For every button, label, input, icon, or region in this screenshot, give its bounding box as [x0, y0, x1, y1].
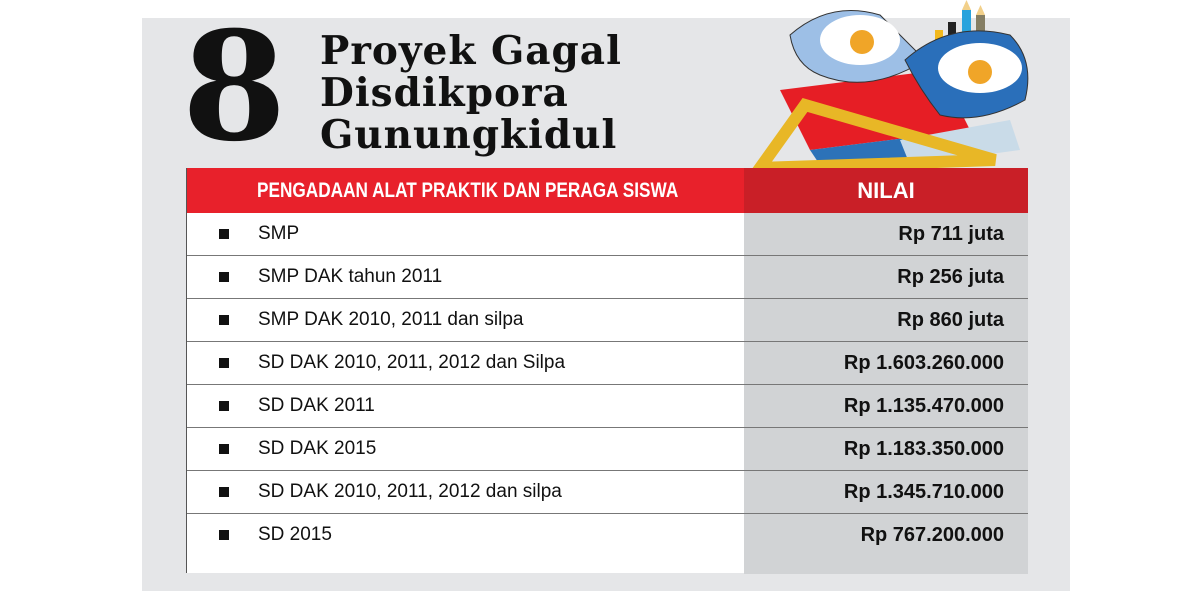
bullet-icon — [219, 530, 229, 540]
procurement-table: PENGADAAN ALAT PRAKTIK DAN PERAGA SISWA … — [186, 168, 1028, 574]
item-label: SMP DAK 2010, 2011 dan silpa — [258, 309, 524, 330]
item-label: SD 2015 — [258, 524, 332, 545]
bullet-icon — [219, 487, 229, 497]
title: Proyek Gagal Disdikpora Gunungkidul — [320, 30, 622, 156]
bullet-icon — [219, 401, 229, 411]
title-line: Disdikpora — [320, 70, 569, 116]
title-number: 8 — [182, 0, 286, 175]
item-cell: SD DAK 2010, 2011, 2012 dan silpa — [187, 471, 744, 513]
table-row: SD 2015 Rp 767.200.000 — [187, 514, 1028, 574]
value-cell: Rp 860 juta — [744, 299, 1028, 341]
value-cell: Rp 1.345.710.000 — [744, 471, 1028, 513]
bullet-icon — [219, 229, 229, 239]
bullet-icon — [219, 358, 229, 368]
item-label: SMP — [258, 223, 300, 244]
title-line: Gunungkidul — [320, 112, 618, 158]
bullet-icon — [219, 315, 229, 325]
item-cell: SD 2015 — [187, 514, 744, 574]
item-cell: SMP — [187, 213, 744, 255]
item-label: SD DAK 2010, 2011, 2012 dan silpa — [258, 481, 562, 502]
table-row: SD DAK 2015 Rp 1.183.350.000 — [187, 428, 1028, 471]
school-supplies-illustration — [751, 0, 1029, 170]
column-header-value: NILAI — [744, 168, 1028, 213]
table-row: SMP Rp 711 juta — [187, 213, 1028, 256]
bullet-icon — [219, 444, 229, 454]
table-row: SD DAK 2010, 2011, 2012 dan Silpa Rp 1.6… — [187, 342, 1028, 385]
value-cell: Rp 1.135.470.000 — [744, 385, 1028, 427]
table-row: SD DAK 2011 Rp 1.135.470.000 — [187, 385, 1028, 428]
item-cell: SD DAK 2015 — [187, 428, 744, 470]
item-label: SMP DAK tahun 2011 — [258, 266, 443, 287]
item-cell: SD DAK 2010, 2011, 2012 dan Silpa — [187, 342, 744, 384]
item-cell: SMP DAK tahun 2011 — [187, 256, 744, 298]
table-row: SD DAK 2010, 2011, 2012 dan silpa Rp 1.3… — [187, 471, 1028, 514]
value-cell: Rp 256 juta — [744, 256, 1028, 298]
item-label: SD DAK 2010, 2011, 2012 dan Silpa — [258, 352, 566, 373]
item-cell: SD DAK 2011 — [187, 385, 744, 427]
item-label: SD DAK 2011 — [258, 395, 375, 416]
item-label: SD DAK 2015 — [258, 438, 377, 459]
table-row: SMP DAK tahun 2011 Rp 256 juta — [187, 256, 1028, 299]
column-header-item: PENGADAAN ALAT PRAKTIK DAN PERAGA SISWA — [257, 179, 679, 202]
value-cell: Rp 711 juta — [744, 213, 1028, 255]
value-cell: Rp 767.200.000 — [744, 514, 1028, 574]
title-line: Proyek Gagal — [320, 28, 622, 74]
ruler-icon — [751, 98, 997, 170]
table-header: PENGADAAN ALAT PRAKTIK DAN PERAGA SISWA … — [187, 168, 1028, 213]
column-header-item-cell: PENGADAAN ALAT PRAKTIK DAN PERAGA SISWA — [187, 168, 744, 213]
table-body: SMP Rp 711 juta SMP DAK tahun 2011 Rp 25… — [187, 213, 1028, 574]
value-cell: Rp 1.183.350.000 — [744, 428, 1028, 470]
value-cell: Rp 1.603.260.000 — [744, 342, 1028, 384]
table-row: SMP DAK 2010, 2011 dan silpa Rp 860 juta — [187, 299, 1028, 342]
school-cap-icon — [789, 10, 1029, 119]
item-cell: SMP DAK 2010, 2011 dan silpa — [187, 299, 744, 341]
bullet-icon — [219, 272, 229, 282]
